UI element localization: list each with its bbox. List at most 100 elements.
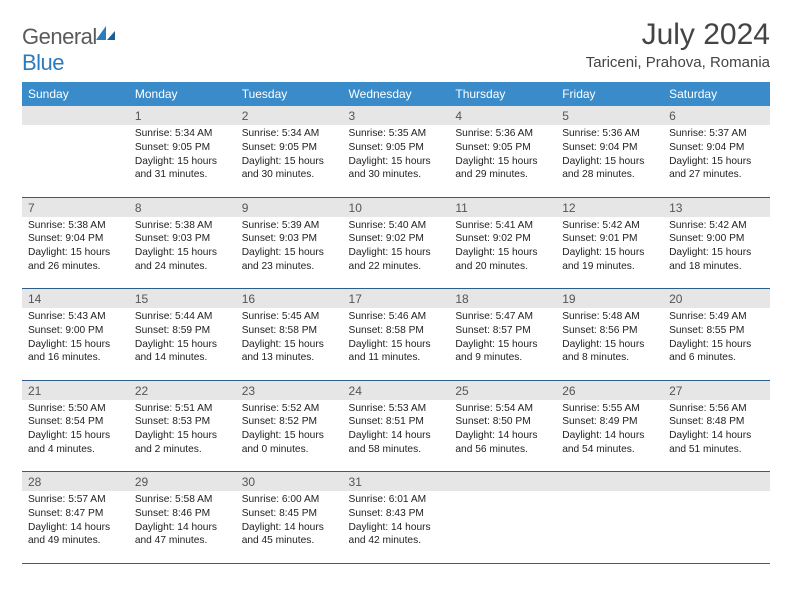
day-info: Sunrise: 5:51 AMSunset: 8:53 PMDaylight:… — [129, 400, 236, 463]
day-cell: Sunrise: 5:39 AMSunset: 9:03 PMDaylight:… — [236, 217, 343, 289]
day-number: 14 — [22, 289, 129, 308]
logo-text-blue: Blue — [22, 50, 64, 75]
day-cell: Sunrise: 5:43 AMSunset: 9:00 PMDaylight:… — [22, 308, 129, 380]
day-content-row: Sunrise: 5:43 AMSunset: 9:00 PMDaylight:… — [22, 308, 770, 380]
day-cell: Sunrise: 5:57 AMSunset: 8:47 PMDaylight:… — [22, 491, 129, 563]
weekday-header: Sunday — [22, 82, 129, 106]
day-cell: Sunrise: 5:46 AMSunset: 8:58 PMDaylight:… — [343, 308, 450, 380]
empty-daynum — [663, 472, 770, 492]
day-cell: Sunrise: 5:42 AMSunset: 9:00 PMDaylight:… — [663, 217, 770, 289]
day-info: Sunrise: 5:54 AMSunset: 8:50 PMDaylight:… — [449, 400, 556, 463]
empty-cell — [22, 125, 129, 197]
day-cell: Sunrise: 5:58 AMSunset: 8:46 PMDaylight:… — [129, 491, 236, 563]
day-number: 22 — [129, 381, 236, 400]
day-cell: Sunrise: 5:54 AMSunset: 8:50 PMDaylight:… — [449, 400, 556, 472]
day-cell: Sunrise: 5:51 AMSunset: 8:53 PMDaylight:… — [129, 400, 236, 472]
day-number: 3 — [343, 106, 450, 125]
day-number-cell: 10 — [343, 197, 450, 217]
day-info: Sunrise: 5:39 AMSunset: 9:03 PMDaylight:… — [236, 217, 343, 280]
day-number: 7 — [22, 198, 129, 217]
day-number-cell: 20 — [663, 289, 770, 309]
day-cell: Sunrise: 5:36 AMSunset: 9:04 PMDaylight:… — [556, 125, 663, 197]
day-info: Sunrise: 6:01 AMSunset: 8:43 PMDaylight:… — [343, 491, 450, 554]
day-info: Sunrise: 5:34 AMSunset: 9:05 PMDaylight:… — [236, 125, 343, 188]
day-number-cell: 28 — [22, 472, 129, 492]
day-number-cell: 8 — [129, 197, 236, 217]
logo-text-gray: General — [22, 24, 97, 49]
day-cell: Sunrise: 5:36 AMSunset: 9:05 PMDaylight:… — [449, 125, 556, 197]
day-number: 23 — [236, 381, 343, 400]
empty-daynum — [22, 106, 129, 125]
day-number-cell: 5 — [556, 106, 663, 125]
day-number-cell: 25 — [449, 380, 556, 400]
weekday-header-row: SundayMondayTuesdayWednesdayThursdayFrid… — [22, 82, 770, 106]
day-number-row: 21222324252627 — [22, 380, 770, 400]
day-number-cell: 26 — [556, 380, 663, 400]
day-info: Sunrise: 5:38 AMSunset: 9:03 PMDaylight:… — [129, 217, 236, 280]
day-cell: Sunrise: 5:47 AMSunset: 8:57 PMDaylight:… — [449, 308, 556, 380]
day-info: Sunrise: 5:56 AMSunset: 8:48 PMDaylight:… — [663, 400, 770, 463]
day-number: 31 — [343, 472, 450, 491]
day-info: Sunrise: 5:48 AMSunset: 8:56 PMDaylight:… — [556, 308, 663, 371]
day-number: 5 — [556, 106, 663, 125]
day-number-row: 123456 — [22, 106, 770, 125]
day-number-row: 14151617181920 — [22, 289, 770, 309]
empty-cell — [556, 491, 663, 563]
day-cell: Sunrise: 5:53 AMSunset: 8:51 PMDaylight:… — [343, 400, 450, 472]
day-cell: Sunrise: 6:00 AMSunset: 8:45 PMDaylight:… — [236, 491, 343, 563]
day-info: Sunrise: 5:50 AMSunset: 8:54 PMDaylight:… — [22, 400, 129, 463]
day-number-cell: 18 — [449, 289, 556, 309]
day-number-cell: 15 — [129, 289, 236, 309]
day-number-cell: 22 — [129, 380, 236, 400]
day-cell: Sunrise: 5:38 AMSunset: 9:03 PMDaylight:… — [129, 217, 236, 289]
day-number: 19 — [556, 289, 663, 308]
day-number-row: 78910111213 — [22, 197, 770, 217]
weekday-header: Thursday — [449, 82, 556, 106]
day-info: Sunrise: 6:00 AMSunset: 8:45 PMDaylight:… — [236, 491, 343, 554]
day-number-cell: 4 — [449, 106, 556, 125]
day-cell: Sunrise: 5:45 AMSunset: 8:58 PMDaylight:… — [236, 308, 343, 380]
day-number-cell: 13 — [663, 197, 770, 217]
day-info: Sunrise: 5:49 AMSunset: 8:55 PMDaylight:… — [663, 308, 770, 371]
day-number: 27 — [663, 381, 770, 400]
day-cell: Sunrise: 5:48 AMSunset: 8:56 PMDaylight:… — [556, 308, 663, 380]
month-title: July 2024 — [586, 18, 770, 52]
day-info: Sunrise: 5:35 AMSunset: 9:05 PMDaylight:… — [343, 125, 450, 188]
day-cell: Sunrise: 5:40 AMSunset: 9:02 PMDaylight:… — [343, 217, 450, 289]
weekday-header: Saturday — [663, 82, 770, 106]
day-info: Sunrise: 5:53 AMSunset: 8:51 PMDaylight:… — [343, 400, 450, 463]
day-number: 15 — [129, 289, 236, 308]
day-number-cell: 23 — [236, 380, 343, 400]
day-number: 30 — [236, 472, 343, 491]
day-cell: Sunrise: 5:55 AMSunset: 8:49 PMDaylight:… — [556, 400, 663, 472]
day-info: Sunrise: 5:34 AMSunset: 9:05 PMDaylight:… — [129, 125, 236, 188]
day-number: 18 — [449, 289, 556, 308]
day-info: Sunrise: 5:40 AMSunset: 9:02 PMDaylight:… — [343, 217, 450, 280]
day-number-cell: 31 — [343, 472, 450, 492]
empty-cell — [663, 491, 770, 563]
day-info: Sunrise: 5:36 AMSunset: 9:04 PMDaylight:… — [556, 125, 663, 188]
day-number: 12 — [556, 198, 663, 217]
day-number: 20 — [663, 289, 770, 308]
day-cell: Sunrise: 5:41 AMSunset: 9:02 PMDaylight:… — [449, 217, 556, 289]
day-content-row: Sunrise: 5:57 AMSunset: 8:47 PMDaylight:… — [22, 491, 770, 563]
day-number-cell: 2 — [236, 106, 343, 125]
day-number: 28 — [22, 472, 129, 491]
day-cell: Sunrise: 5:52 AMSunset: 8:52 PMDaylight:… — [236, 400, 343, 472]
day-number-cell: 21 — [22, 380, 129, 400]
day-info: Sunrise: 5:45 AMSunset: 8:58 PMDaylight:… — [236, 308, 343, 371]
day-number-cell: 27 — [663, 380, 770, 400]
day-number-cell: 9 — [236, 197, 343, 217]
day-number-cell: 12 — [556, 197, 663, 217]
weekday-header: Monday — [129, 82, 236, 106]
empty-daynum — [556, 472, 663, 492]
day-number-cell: 17 — [343, 289, 450, 309]
calendar-table: SundayMondayTuesdayWednesdayThursdayFrid… — [22, 82, 770, 564]
day-cell: Sunrise: 5:34 AMSunset: 9:05 PMDaylight:… — [236, 125, 343, 197]
logo-sail-icon — [95, 23, 117, 48]
weekday-header: Wednesday — [343, 82, 450, 106]
day-info: Sunrise: 5:42 AMSunset: 9:00 PMDaylight:… — [663, 217, 770, 280]
day-number: 1 — [129, 106, 236, 125]
day-cell: Sunrise: 5:44 AMSunset: 8:59 PMDaylight:… — [129, 308, 236, 380]
header: GeneralBlue July 2024 Tariceni, Prahova,… — [22, 18, 770, 76]
